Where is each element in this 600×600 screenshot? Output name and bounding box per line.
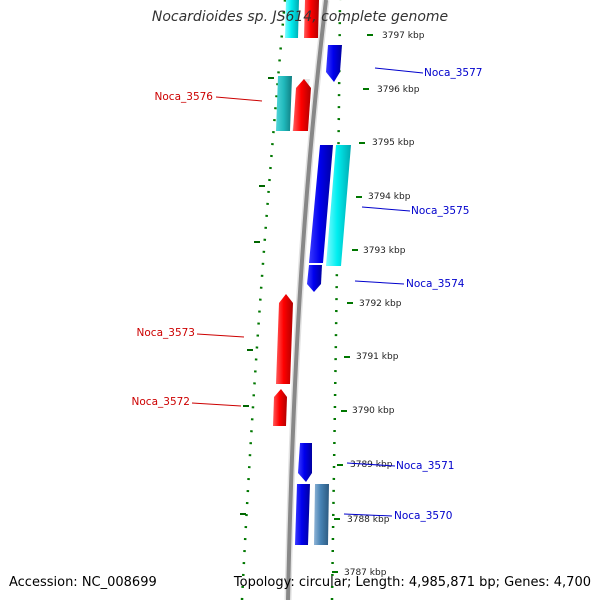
gene-label-noca-3577[interactable]: Noca_3577	[424, 67, 482, 79]
tick-label-3788: 3788 kbp	[347, 515, 390, 525]
cyan-feature-top	[285, 0, 299, 38]
left-track-ticks	[240, 77, 274, 515]
feature-noca-3570-steelblue	[314, 484, 329, 545]
feature-noca-3574[interactable]	[307, 265, 322, 292]
gene-label-noca-3576[interactable]: Noca_3576	[155, 91, 214, 103]
kbp-tick-labels: 3797 kbp 3796 kbp 3795 kbp 3794 kbp 3793…	[344, 31, 425, 578]
tick-label-3796: 3796 kbp	[377, 85, 420, 95]
kbp-ticks	[332, 34, 373, 573]
feature-noca-3571[interactable]	[298, 443, 312, 482]
feature-noca-3576[interactable]	[293, 79, 311, 131]
tick-label-3795: 3795 kbp	[372, 138, 415, 148]
gene-label-noca-3570[interactable]: Noca_3570	[394, 510, 452, 522]
accession-text: Accession: NC_008699	[9, 575, 157, 590]
gene-label-noca-3574[interactable]: Noca_3574	[406, 278, 465, 290]
genome-backbone	[286, 0, 328, 600]
feature-noca-3575[interactable]	[309, 145, 333, 263]
gene-label-noca-3575[interactable]: Noca_3575	[411, 205, 469, 217]
genome-summary-text: Topology: circular; Length: 4,985,871 bp…	[233, 575, 591, 590]
gene-label-noca-3571[interactable]: Noca_3571	[396, 460, 454, 472]
label-leader-lines	[191, 67, 424, 517]
map-title: Nocardioides sp. JS614, complete genome	[151, 9, 449, 25]
tick-label-3794: 3794 kbp	[368, 192, 411, 202]
feature-noca-3570[interactable]	[295, 484, 310, 545]
tick-label-3797: 3797 kbp	[382, 31, 425, 41]
track-band	[242, 0, 340, 600]
gene-label-noca-3573[interactable]: Noca_3573	[137, 327, 195, 339]
feature-noca-3577[interactable]	[326, 45, 342, 82]
gene-labels: Noca_3576 Noca_3573 Noca_3572 Noca_3577 …	[132, 67, 483, 522]
red-feature-top	[304, 0, 319, 38]
tick-label-3791: 3791 kbp	[356, 352, 399, 362]
feature-noca-3572[interactable]	[273, 389, 287, 426]
feature-noca-3573[interactable]	[276, 294, 293, 384]
gene-label-noca-3572[interactable]: Noca_3572	[132, 396, 190, 408]
tick-label-3793: 3793 kbp	[363, 246, 406, 256]
tick-label-3787: 3787 kbp	[344, 568, 387, 578]
feature-noca-3576-cyan	[276, 76, 292, 131]
feature-noca-3575-cyan	[326, 145, 351, 266]
tick-label-3790: 3790 kbp	[352, 406, 395, 416]
tick-label-3792: 3792 kbp	[359, 299, 402, 309]
